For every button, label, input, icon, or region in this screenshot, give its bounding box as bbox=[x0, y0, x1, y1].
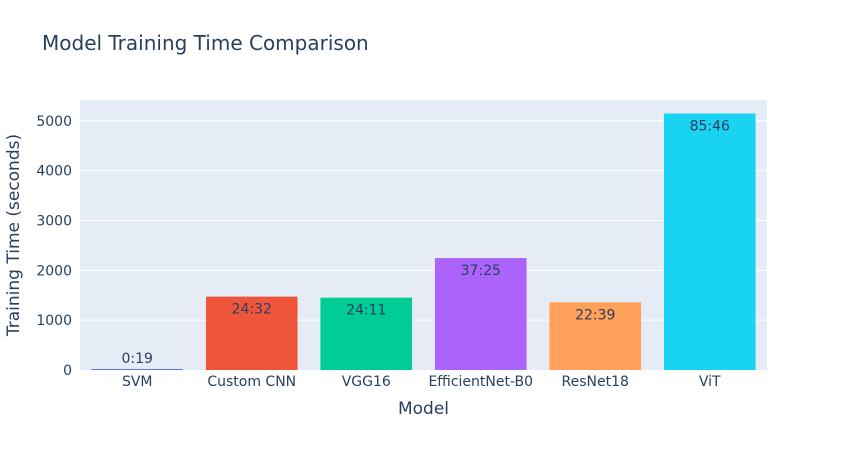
bar-data-label: 0:19 bbox=[122, 351, 153, 367]
bar-efficientnet-b0 bbox=[434, 258, 527, 370]
x-tick-label: VGG16 bbox=[342, 374, 391, 390]
x-tick-label: ViT bbox=[699, 374, 721, 390]
y-tick-label: 5000 bbox=[36, 114, 72, 130]
y-tick-label: 4000 bbox=[36, 164, 72, 180]
bar-data-label: 37:25 bbox=[461, 263, 501, 279]
bar-custom-cnn bbox=[205, 296, 298, 370]
x-tick-label: Custom CNN bbox=[207, 374, 296, 390]
x-tick-label: SVM bbox=[122, 374, 153, 390]
y-tick-label: 3000 bbox=[36, 213, 72, 229]
bar-data-label: 24:32 bbox=[232, 302, 272, 318]
bar-svm bbox=[91, 369, 184, 370]
x-tick-label: EfficientNet-B0 bbox=[428, 374, 533, 390]
y-axis-ticks: 0 1000 2000 3000 4000 5000 bbox=[36, 114, 72, 379]
x-tick-label: ResNet18 bbox=[562, 374, 629, 390]
chart-title: Model Training Time Comparison bbox=[42, 31, 369, 55]
bar-resnet18 bbox=[549, 302, 642, 370]
y-tick-label: 1000 bbox=[36, 313, 72, 329]
bar-data-label: 24:11 bbox=[346, 303, 386, 319]
y-tick-label: 0 bbox=[63, 363, 72, 379]
x-axis-title: Model bbox=[398, 399, 449, 419]
bar-vgg16 bbox=[320, 297, 413, 370]
bar-vit bbox=[663, 113, 756, 370]
bar-labels: 0:19 24:32 24:11 37:25 22:39 85:46 bbox=[122, 119, 730, 368]
bar-data-label: 22:39 bbox=[575, 307, 615, 323]
x-axis-ticks: SVM Custom CNN VGG16 EfficientNet-B0 ResNet1… bbox=[122, 374, 721, 390]
bars bbox=[91, 113, 756, 370]
y-tick-label: 2000 bbox=[36, 263, 72, 279]
gridlines bbox=[80, 120, 767, 321]
plot-area bbox=[80, 100, 767, 370]
y-axis-title: Training Time (seconds) bbox=[4, 134, 24, 337]
bar-data-label: 85:46 bbox=[690, 119, 730, 135]
